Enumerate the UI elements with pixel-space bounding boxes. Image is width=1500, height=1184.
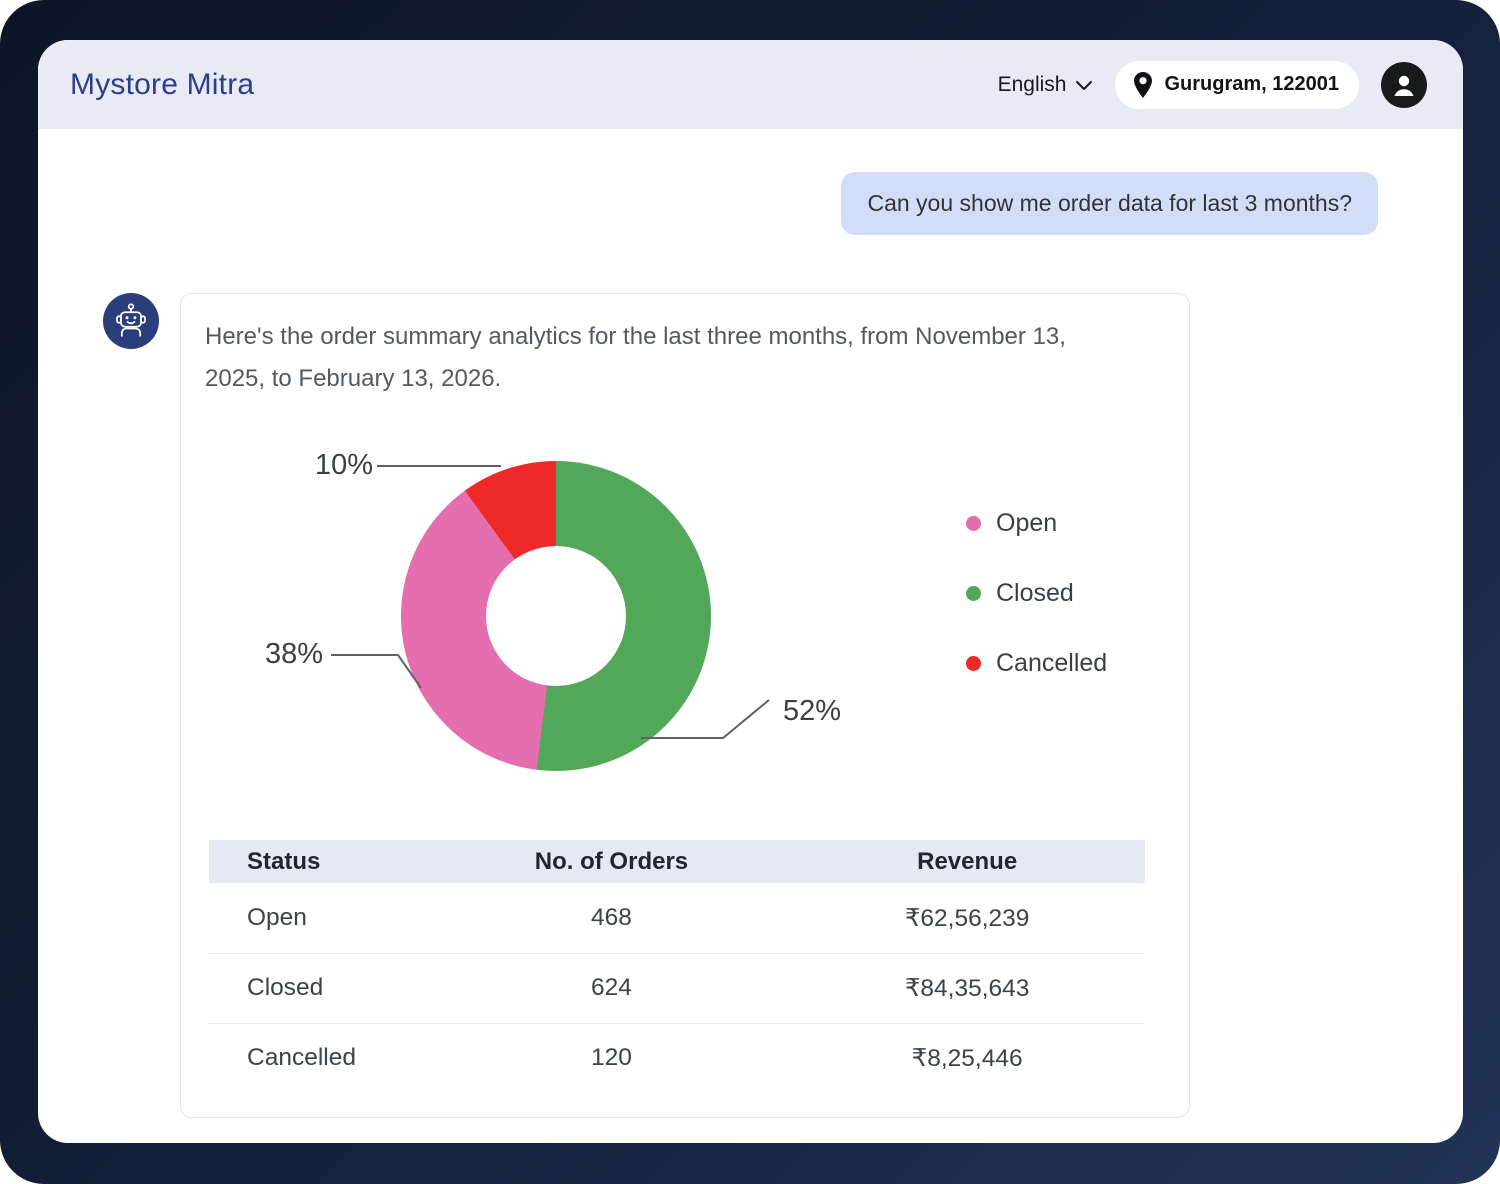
cell-status: Open (247, 903, 307, 931)
bot-message-text: Here's the order summary analytics for t… (205, 323, 1066, 392)
table-row: Open 468 ₹62,56,239 (209, 883, 1145, 953)
bot-avatar (103, 293, 159, 349)
donut-chart-area: 10% 38% 52% Open Closed (205, 416, 1165, 814)
robot-icon (116, 303, 146, 337)
user-avatar[interactable] (1381, 61, 1427, 108)
cell-revenue: ₹62,56,239 (904, 904, 1030, 932)
cell-status: Closed (209, 952, 434, 1023)
bot-message-row: Here's the order summary analytics for t… (103, 293, 1463, 1118)
legend-item-cancelled: Cancelled (966, 649, 1107, 678)
legend-label-cancelled: Cancelled (996, 649, 1108, 677)
donut-hole (486, 546, 626, 686)
chevron-down-icon (1076, 80, 1093, 90)
label-cancelled-pct: 10% (314, 449, 373, 481)
bot-response-card: Here's the order summary analytics for t… (180, 293, 1190, 1118)
cell-orders: 468 (591, 903, 632, 931)
location-label: Gurugram, 122001 (1164, 73, 1339, 95)
location-pill[interactable]: Gurugram, 122001 (1115, 60, 1359, 109)
language-selector[interactable]: English (998, 73, 1094, 97)
cell-revenue: ₹84,35,643 (789, 952, 1145, 1023)
language-label: English (997, 72, 1067, 96)
table-row: Cancelled 120 ₹8,25,446 (209, 1022, 1145, 1093)
user-message-row: Can you show me order data for last 3 mo… (38, 129, 1463, 235)
legend-dot-closed (966, 586, 981, 601)
label-closed-pct: 52% (783, 695, 842, 727)
legend-label-open: Open (996, 509, 1058, 537)
cell-orders: 624 (433, 952, 790, 1023)
col-revenue: Revenue (789, 840, 1145, 883)
table-row: Closed 624 ₹84,35,643 (209, 952, 1145, 1023)
legend-dot-cancelled (966, 656, 981, 671)
legend-dot-open (966, 516, 981, 531)
user-message-bubble: Can you show me order data for last 3 mo… (841, 172, 1378, 235)
legend-item-open: Open (966, 509, 1107, 538)
label-open-pct: 38% (264, 638, 323, 670)
orders-table: Status No. of Orders Revenue Open 468 ₹6… (209, 840, 1145, 1093)
app-title: Mystore Mitra (70, 67, 255, 101)
col-orders: No. of Orders (433, 840, 790, 883)
app-header: Mystore Mitra English Gurugram, 122001 (38, 40, 1463, 129)
cell-status: Cancelled (209, 1022, 434, 1093)
person-icon (1394, 75, 1414, 96)
leader-lines (331, 465, 770, 739)
legend-item-closed: Closed (966, 579, 1107, 608)
chart-legend: Open Closed Cancelled (966, 509, 1107, 678)
legend-label-closed: Closed (996, 579, 1074, 607)
header-actions: English Gurugram, 122001 (998, 60, 1427, 109)
location-pin-icon (1134, 71, 1153, 98)
col-status: Status (209, 840, 434, 883)
donut-chart (401, 461, 711, 771)
main-window: Mystore Mitra English Gurugram, 122001 (38, 40, 1463, 1143)
table-header-row: Status No. of Orders Revenue (209, 840, 1145, 883)
cell-revenue: ₹8,25,446 (789, 1022, 1145, 1093)
cell-orders: 120 (433, 1022, 790, 1093)
